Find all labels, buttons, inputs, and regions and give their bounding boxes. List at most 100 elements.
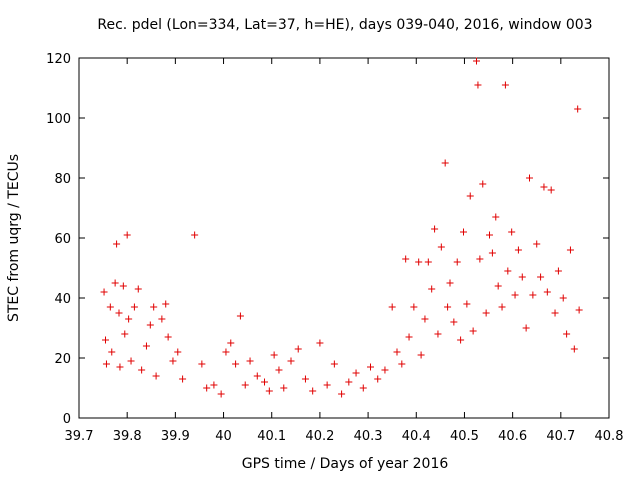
data-point <box>108 348 116 356</box>
x-tick-label: 40.1 <box>257 429 286 444</box>
data-point <box>265 387 273 395</box>
data-point <box>575 306 583 314</box>
data-point <box>146 321 154 329</box>
data-point <box>559 294 567 302</box>
data-point <box>479 180 487 188</box>
data-point <box>138 366 146 374</box>
data-point <box>393 348 401 356</box>
data-point <box>374 375 382 383</box>
data-point <box>198 360 206 368</box>
data-point <box>522 324 530 332</box>
data-point <box>275 366 283 374</box>
y-tick-label: 80 <box>54 172 71 187</box>
data-point <box>424 258 432 266</box>
data-point <box>410 303 418 311</box>
x-tick-label: 40.2 <box>305 429 334 444</box>
data-point <box>551 309 559 317</box>
x-tick-label: 40.7 <box>546 429 575 444</box>
data-point <box>164 333 172 341</box>
data-point <box>179 375 187 383</box>
x-tick-label: 39.8 <box>113 429 142 444</box>
data-point <box>115 309 123 317</box>
data-point <box>287 357 295 365</box>
data-point <box>102 336 109 344</box>
y-tick-label: 60 <box>54 232 71 247</box>
data-point <box>434 330 442 338</box>
data-point <box>444 303 452 311</box>
data-point <box>381 366 389 374</box>
data-point <box>130 303 138 311</box>
data-point <box>466 192 474 200</box>
data-point <box>388 303 396 311</box>
data-point <box>574 105 582 113</box>
data-point <box>482 309 490 317</box>
data-point <box>476 255 484 263</box>
data-point <box>543 288 551 296</box>
data-point <box>504 267 512 275</box>
data-point <box>514 246 522 254</box>
data-point <box>121 330 129 338</box>
y-tick-label: 120 <box>46 52 71 67</box>
data-point <box>446 279 454 287</box>
data-point <box>405 333 413 341</box>
data-point <box>563 330 571 338</box>
data-point <box>253 372 261 380</box>
data-point <box>210 381 218 389</box>
data-point <box>431 225 439 233</box>
data-point <box>518 273 526 281</box>
data-point <box>359 384 367 392</box>
data-point <box>125 315 133 323</box>
data-point <box>150 303 158 311</box>
data-point <box>222 348 230 356</box>
data-point <box>169 357 177 365</box>
data-point <box>486 231 494 239</box>
x-tick-label: 40.3 <box>354 429 383 444</box>
data-point <box>323 381 331 389</box>
data-point <box>162 300 170 308</box>
data-point <box>309 387 317 395</box>
data-point <box>111 279 119 287</box>
data-point <box>463 300 471 308</box>
data-point <box>473 57 480 65</box>
data-point <box>529 291 537 299</box>
y-tick-label: 40 <box>54 292 71 307</box>
data-point <box>270 351 278 359</box>
data-point <box>203 384 211 392</box>
data-point <box>540 183 548 191</box>
data-point <box>469 327 477 335</box>
data-point <box>100 288 108 296</box>
data-point <box>498 303 506 311</box>
y-tick-label: 100 <box>46 112 71 127</box>
data-point <box>508 228 516 236</box>
data-point <box>330 360 338 368</box>
data-point <box>367 363 374 371</box>
data-point <box>280 384 288 392</box>
data-point <box>119 282 127 290</box>
data-point <box>398 360 406 368</box>
data-point <box>441 159 449 167</box>
data-point <box>158 315 166 323</box>
data-point <box>537 273 545 281</box>
plot-frame <box>78 57 610 419</box>
data-point <box>236 312 244 320</box>
data-point <box>488 249 496 257</box>
data-point <box>246 357 254 365</box>
x-tick-label: 39.9 <box>161 429 190 444</box>
data-point <box>547 186 555 194</box>
data-point <box>421 315 429 323</box>
data-point <box>494 282 502 290</box>
chart-title: Rec. pdel (Lon=334, Lat=37, h=HE), days … <box>97 17 593 33</box>
data-point <box>457 336 465 344</box>
x-tick-label: 40.4 <box>402 429 431 444</box>
y-tick-label: 0 <box>63 412 71 427</box>
data-point <box>338 390 346 398</box>
x-tick-label: 40 <box>215 429 232 444</box>
data-point <box>113 240 121 248</box>
data-point <box>428 285 436 293</box>
data-point <box>174 348 182 356</box>
y-tick-label: 20 <box>54 352 71 367</box>
data-point <box>127 357 135 365</box>
data-point <box>134 285 142 293</box>
